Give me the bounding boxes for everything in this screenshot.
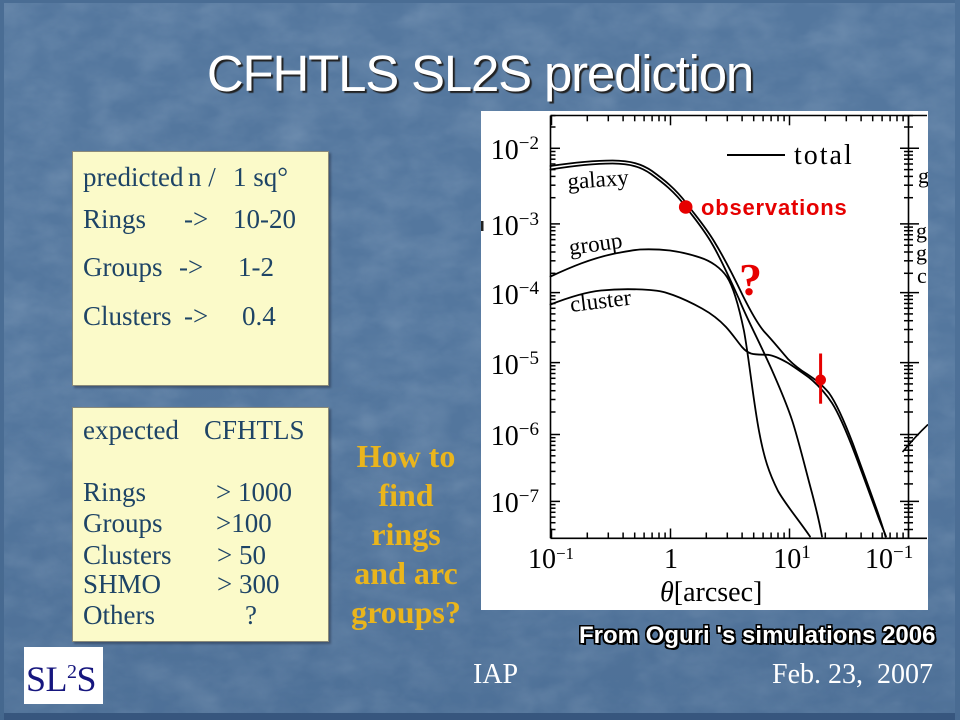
svg-text:10−5: 10−5	[491, 348, 539, 381]
svg-text:g: g	[916, 240, 927, 265]
svg-text:?: ?	[739, 254, 762, 305]
svg-text:10−1: 10−1	[865, 542, 913, 575]
svg-text:θ[arcsec]: θ[arcsec]	[660, 577, 762, 608]
svg-text:observations: observations	[701, 195, 848, 220]
svg-text:1: 1	[664, 544, 678, 575]
svg-text:c: c	[917, 263, 927, 288]
svg-text:galaxy: galaxy	[567, 165, 630, 194]
svg-text:total: total	[794, 140, 854, 171]
svg-text:g: g	[916, 218, 927, 243]
svg-text:101: 101	[773, 542, 811, 575]
svg-text:g: g	[918, 163, 928, 188]
